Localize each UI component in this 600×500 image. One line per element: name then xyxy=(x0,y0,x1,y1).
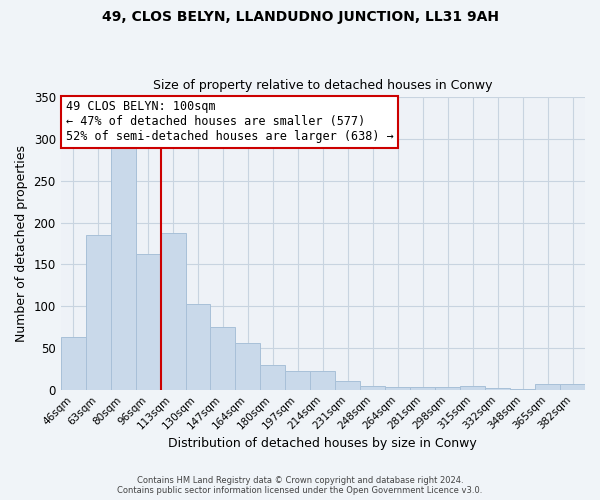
Bar xyxy=(161,232,185,390)
Title: Size of property relative to detached houses in Conwy: Size of property relative to detached ho… xyxy=(153,79,493,92)
Bar xyxy=(310,370,335,390)
Bar xyxy=(211,327,235,390)
Bar xyxy=(435,387,460,390)
Bar xyxy=(360,386,385,390)
X-axis label: Distribution of detached houses by size in Conwy: Distribution of detached houses by size … xyxy=(169,437,477,450)
Bar xyxy=(86,235,110,390)
Bar xyxy=(385,387,410,390)
Text: 49 CLOS BELYN: 100sqm
← 47% of detached houses are smaller (577)
52% of semi-det: 49 CLOS BELYN: 100sqm ← 47% of detached … xyxy=(66,100,394,144)
Bar xyxy=(410,387,435,390)
Bar xyxy=(260,364,286,390)
Bar xyxy=(61,337,86,390)
Bar xyxy=(335,382,360,390)
Bar xyxy=(560,384,585,390)
Bar xyxy=(485,388,510,390)
Bar xyxy=(110,144,136,390)
Bar xyxy=(510,389,535,390)
Bar xyxy=(185,304,211,390)
Bar xyxy=(460,386,485,390)
Bar xyxy=(235,343,260,390)
Text: 49, CLOS BELYN, LLANDUDNO JUNCTION, LL31 9AH: 49, CLOS BELYN, LLANDUDNO JUNCTION, LL31… xyxy=(101,10,499,24)
Y-axis label: Number of detached properties: Number of detached properties xyxy=(15,145,28,342)
Bar xyxy=(136,254,161,390)
Bar xyxy=(535,384,560,390)
Text: Contains HM Land Registry data © Crown copyright and database right 2024.
Contai: Contains HM Land Registry data © Crown c… xyxy=(118,476,482,495)
Bar xyxy=(286,370,310,390)
